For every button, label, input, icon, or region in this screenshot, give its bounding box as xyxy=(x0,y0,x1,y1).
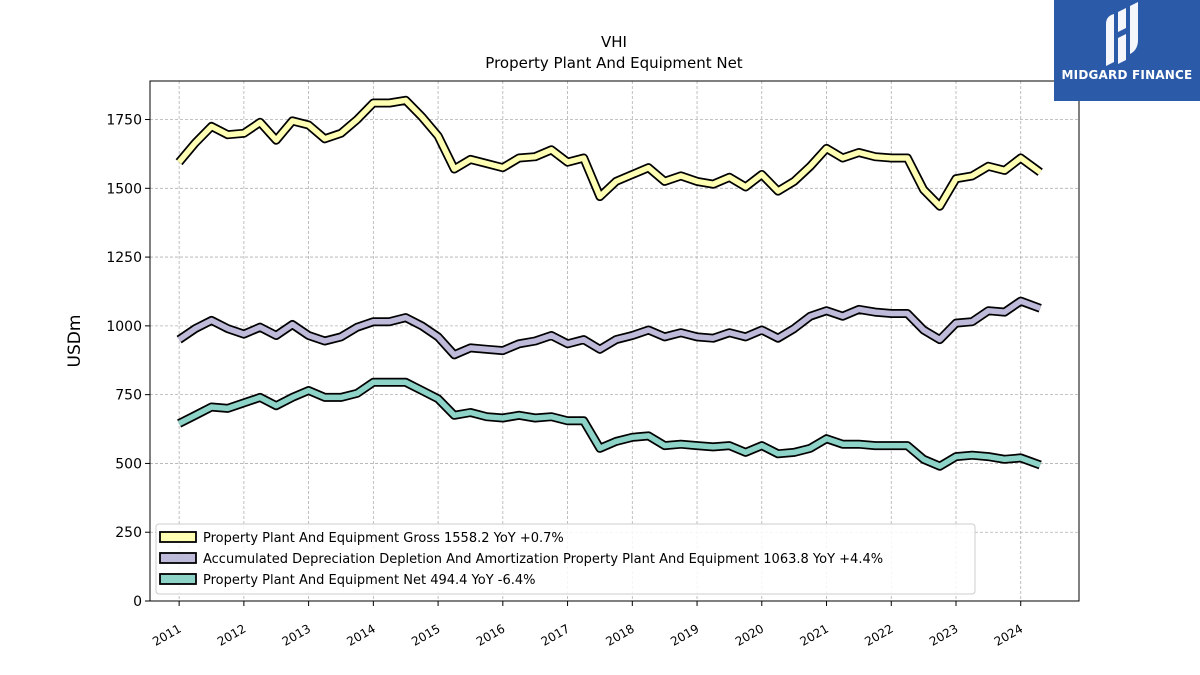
y-tick-label: 0 xyxy=(133,594,142,610)
x-tick-label: 2013 xyxy=(280,621,313,648)
y-axis: 0 250 500 750 1000 1250 1500 1750 xyxy=(106,113,150,610)
legend-box xyxy=(155,523,976,595)
x-tick-label: 2024 xyxy=(992,621,1025,648)
x-tick-label: 2020 xyxy=(733,621,766,648)
y-tick-label: 1750 xyxy=(106,113,142,129)
x-tick-label: 2022 xyxy=(862,621,895,648)
brand-name: MIDGARD FINANCE xyxy=(1061,68,1193,82)
y-tick-label: 1500 xyxy=(106,181,142,197)
x-tick-label: 2014 xyxy=(344,621,377,648)
legend-label: Property Plant And Equipment Net 494.4 Y… xyxy=(203,573,536,588)
brand-logo-icon xyxy=(1106,2,1138,66)
series-line xyxy=(177,298,1042,358)
y-tick-label: 500 xyxy=(115,456,142,472)
y-axis-label: USDm xyxy=(65,315,85,368)
series-line xyxy=(176,97,1042,209)
x-tick-label: 2017 xyxy=(539,621,572,648)
series-lines xyxy=(175,95,1043,471)
x-axis: 2011 2012 2013 2014 2015 2016 2017 2018 2019 2020… xyxy=(150,601,1025,649)
x-tick-label: 2019 xyxy=(668,621,701,648)
x-tick-label: 2011 xyxy=(150,621,183,648)
y-tick-label: 1250 xyxy=(106,250,142,266)
legend-items: Property Plant And Equipment Gross 1558.… xyxy=(159,531,883,588)
y-tick-label: 750 xyxy=(115,388,142,404)
x-tick-label: 2015 xyxy=(409,621,442,648)
x-tick-label: 2023 xyxy=(927,621,960,648)
y-tick-label: 1000 xyxy=(106,319,142,335)
series-line xyxy=(177,379,1042,469)
legend-label: Property Plant And Equipment Gross 1558.… xyxy=(203,531,564,546)
y-tick-label: 250 xyxy=(115,525,142,541)
chart-subtitle: Property Plant And Equipment Net xyxy=(485,54,742,72)
x-tick-label: 2018 xyxy=(603,621,636,648)
legend-label: Accumulated Depreciation Depletion And A… xyxy=(203,552,883,567)
plot-frame xyxy=(149,80,1080,602)
legend: Property Plant And Equipment Gross 1558.… xyxy=(155,523,976,595)
legend-swatch xyxy=(159,573,197,585)
brand-logo: MIDGARD FINANCE xyxy=(1054,0,1200,101)
x-tick-label: 2012 xyxy=(215,621,248,648)
chart-title: VHI xyxy=(601,33,627,51)
x-tick-label: 2021 xyxy=(798,621,831,648)
legend-swatch xyxy=(159,552,197,564)
legend-swatch xyxy=(159,531,197,543)
x-tick-label: 2016 xyxy=(474,621,507,648)
